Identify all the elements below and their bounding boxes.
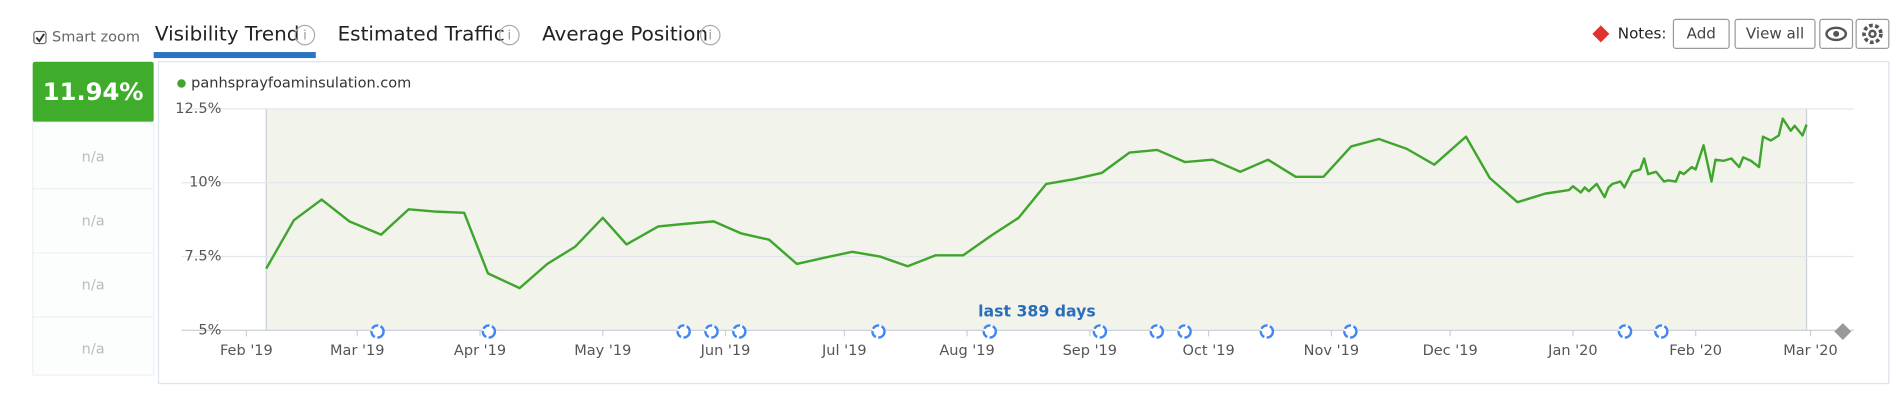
tab[interactable]: Estimated Traffic bbox=[338, 22, 505, 46]
current-value: 11.94% bbox=[43, 78, 144, 106]
view-all-label: View all bbox=[1746, 24, 1804, 42]
google-update-icon bbox=[1092, 324, 1108, 339]
series-line bbox=[265, 117, 1808, 290]
google-update-icon bbox=[1259, 324, 1275, 339]
x-tick-label: Mar '20 bbox=[1783, 343, 1837, 359]
notes-diamond bbox=[1592, 25, 1610, 43]
end-marker[interactable] bbox=[1834, 323, 1852, 341]
view-all-button[interactable] bbox=[1734, 18, 1816, 50]
x-tick-label: Dec '19 bbox=[1423, 343, 1478, 359]
google-update-icon bbox=[1177, 324, 1192, 339]
tab[interactable]: Visibility Trend bbox=[155, 22, 300, 46]
gear-hub bbox=[1868, 29, 1877, 39]
eye-pupil bbox=[1833, 30, 1840, 37]
content: Smart zoom Visibility Trend i Estimated … bbox=[32, 18, 1890, 385]
google-update-icon bbox=[704, 324, 719, 339]
x-tick-label: Feb '20 bbox=[1669, 343, 1722, 359]
row-value: n/a bbox=[82, 342, 105, 358]
checkmark bbox=[35, 33, 45, 43]
active-tab-underline bbox=[153, 52, 316, 59]
sidebar-rows bbox=[32, 121, 155, 376]
eye-icon bbox=[1825, 26, 1848, 42]
info-icon[interactable] bbox=[499, 24, 520, 46]
google-update-icon bbox=[676, 324, 691, 339]
x-tick-label: Apr '19 bbox=[454, 343, 506, 359]
google-update-icon bbox=[1343, 324, 1358, 339]
add-label: Add bbox=[1687, 24, 1716, 42]
info-i: i bbox=[508, 29, 512, 44]
y-tick-label: 5% bbox=[198, 322, 221, 338]
tab[interactable]: Average Position bbox=[542, 22, 708, 46]
google-update-icon bbox=[1617, 324, 1633, 339]
info-icon[interactable] bbox=[294, 24, 316, 46]
x-tick-label: Sep '19 bbox=[1063, 343, 1117, 359]
x-tick-label: Aug '19 bbox=[939, 343, 994, 359]
notes-label: Notes: bbox=[1618, 24, 1667, 42]
google-update-icon bbox=[481, 324, 497, 339]
y-tick-label: 10% bbox=[189, 175, 221, 191]
info-i: i bbox=[303, 29, 307, 44]
row-value: n/a bbox=[82, 278, 105, 294]
plot-area bbox=[266, 108, 1807, 331]
google-update-icon bbox=[982, 324, 998, 339]
y-tick-label: 12.5% bbox=[175, 101, 221, 117]
gear-icon bbox=[1862, 23, 1883, 45]
y-tick-label: 7.5% bbox=[185, 249, 222, 265]
x-tick-label: May '19 bbox=[574, 343, 631, 359]
settings-button[interactable] bbox=[1855, 18, 1890, 50]
google-update-icon bbox=[370, 324, 385, 339]
marks bbox=[181, 108, 1854, 337]
x-tick-label: Nov '19 bbox=[1304, 343, 1359, 359]
info-i: i bbox=[708, 29, 712, 44]
x-tick-label: Jul '19 bbox=[821, 343, 867, 359]
legend-label[interactable]: panhsprayfoaminsulation.com bbox=[191, 75, 411, 91]
google-update-icon bbox=[1149, 324, 1165, 339]
add-button[interactable] bbox=[1672, 18, 1730, 50]
google-update-icon bbox=[732, 324, 747, 339]
x-tick-label: Jan '20 bbox=[1547, 343, 1597, 359]
legend-dot bbox=[177, 79, 186, 88]
x-tick-label: Oct '19 bbox=[1183, 343, 1235, 359]
x-tick-label: Feb '19 bbox=[220, 343, 273, 359]
x-tick-label: Mar '19 bbox=[330, 343, 384, 359]
current-value-box bbox=[32, 61, 154, 123]
google-update-icon bbox=[871, 324, 886, 339]
row-value: n/a bbox=[82, 213, 105, 229]
smart-zoom-label[interactable]: Smart zoom bbox=[52, 30, 140, 46]
x-tick-label: Jun '19 bbox=[700, 343, 751, 359]
google-update-icon bbox=[1654, 324, 1669, 339]
info-icon[interactable] bbox=[699, 24, 721, 46]
range-annotation: last 389 days bbox=[978, 302, 1096, 321]
row-value: n/a bbox=[82, 149, 105, 165]
